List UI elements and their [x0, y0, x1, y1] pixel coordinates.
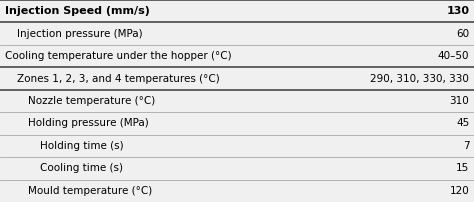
Text: Nozzle temperature (°C): Nozzle temperature (°C) — [28, 96, 155, 106]
Text: 40–50: 40–50 — [438, 51, 469, 61]
Text: 130: 130 — [446, 6, 469, 16]
Text: Injection pressure (MPa): Injection pressure (MPa) — [17, 29, 142, 39]
Text: Injection Speed (mm/s): Injection Speed (mm/s) — [5, 6, 150, 16]
Text: 7: 7 — [463, 141, 469, 151]
Text: Cooling temperature under the hopper (°C): Cooling temperature under the hopper (°C… — [5, 51, 231, 61]
Text: Holding time (s): Holding time (s) — [40, 141, 124, 151]
Text: Holding pressure (MPa): Holding pressure (MPa) — [28, 118, 149, 128]
Text: 290, 310, 330, 330: 290, 310, 330, 330 — [370, 74, 469, 84]
Text: 45: 45 — [456, 118, 469, 128]
Text: 60: 60 — [456, 29, 469, 39]
Text: 310: 310 — [449, 96, 469, 106]
Text: 15: 15 — [456, 163, 469, 173]
Text: Mould temperature (°C): Mould temperature (°C) — [28, 186, 153, 196]
Text: Zones 1, 2, 3, and 4 temperatures (°C): Zones 1, 2, 3, and 4 temperatures (°C) — [17, 74, 219, 84]
Text: Cooling time (s): Cooling time (s) — [40, 163, 123, 173]
Text: 120: 120 — [449, 186, 469, 196]
